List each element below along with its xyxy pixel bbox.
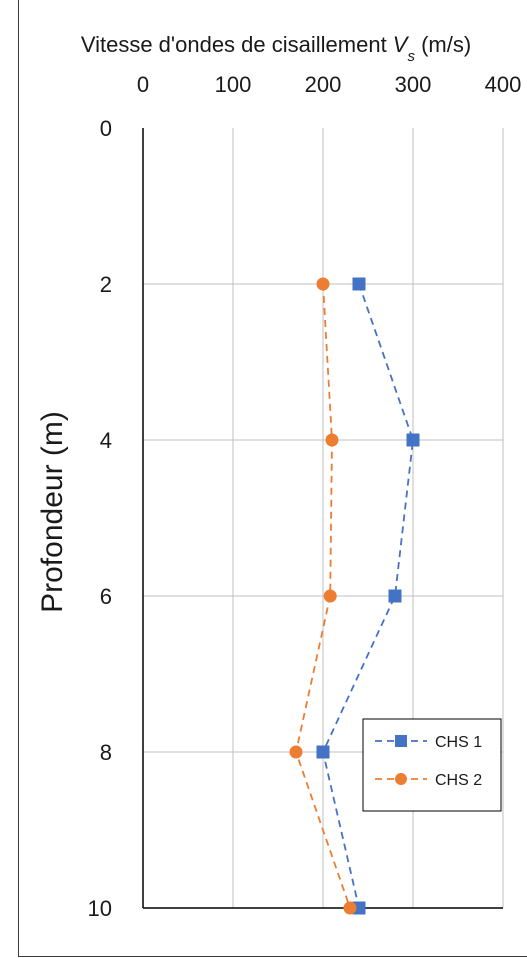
data-point xyxy=(352,901,366,915)
series-layer xyxy=(289,277,420,915)
data-point xyxy=(316,745,330,759)
legend-marker xyxy=(395,735,407,747)
data-point xyxy=(316,277,330,291)
data-point xyxy=(289,745,303,759)
data-point xyxy=(388,589,402,603)
data-point xyxy=(343,901,357,915)
data-point xyxy=(352,277,366,291)
y-tick-label: 0 xyxy=(100,116,112,141)
title-sub: s xyxy=(407,48,415,65)
legend-label: CHS 1 xyxy=(435,734,482,751)
legend-box xyxy=(362,718,502,812)
y-tick-label: 6 xyxy=(100,584,112,609)
x-tick-label: 400 xyxy=(485,72,522,97)
series-line-1 xyxy=(322,283,414,909)
y-tick-label: 8 xyxy=(100,740,112,765)
y-tick-label: 4 xyxy=(100,428,112,453)
x-tick-label: 100 xyxy=(215,72,252,97)
legend-label: CHS 2 xyxy=(435,772,482,789)
x-tick-label: 300 xyxy=(395,72,432,97)
chart-title: Vitesse d'ondes de cisaillement Vs (m/s) xyxy=(81,32,471,65)
y-tick-label: 10 xyxy=(88,896,112,921)
y-tick-label: 2 xyxy=(100,272,112,297)
data-point xyxy=(323,589,337,603)
y-axis-label: Profondeur (m) xyxy=(36,411,69,613)
data-point xyxy=(325,433,339,447)
axes xyxy=(142,128,503,909)
legend: CHS 1 CHS 2 xyxy=(362,718,502,812)
title-var: V xyxy=(393,32,410,57)
x-tick-label: 0 xyxy=(137,72,149,97)
data-point xyxy=(406,433,420,447)
legend-marker xyxy=(395,773,407,785)
title-main: Vitesse d'ondes de cisaillement xyxy=(81,32,393,57)
tick-labels: 0 100 200 300 400 0 2 4 6 8 10 xyxy=(88,72,522,921)
title-unit: (m/s) xyxy=(415,32,471,57)
x-tick-label: 200 xyxy=(305,72,342,97)
